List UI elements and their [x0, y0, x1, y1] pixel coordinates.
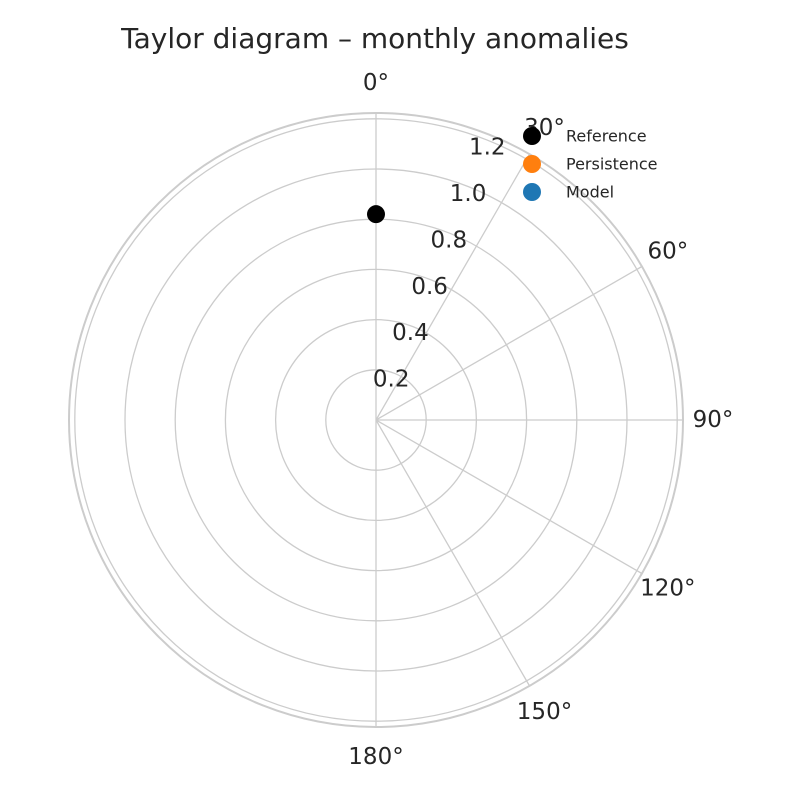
r-tick-label-3: 0.8 — [431, 227, 468, 253]
data-points — [367, 205, 385, 224]
r-tick-label-1: 0.4 — [392, 320, 429, 346]
chart-title: Taylor diagram – monthly anomalies — [121, 22, 629, 55]
theta-grid-line-30 — [375, 153, 531, 421]
theta-grid-line-120 — [375, 419, 643, 575]
theta-tick-label-150: 150° — [517, 699, 572, 725]
theta-tick-label-60: 60° — [647, 239, 688, 265]
theta-tick-label-0: 0° — [363, 70, 389, 96]
r-tick-label-0: 0.2 — [373, 367, 410, 393]
r-tick-label-2: 0.6 — [411, 274, 448, 300]
theta-tick-label-120: 120° — [640, 576, 695, 602]
axis-labels: 0°30°60°90°120°150°180°0.20.40.60.81.01.… — [348, 70, 733, 770]
legend: Reference Persistence Model — [523, 127, 658, 202]
polar-grid — [68, 112, 684, 728]
r-tick-label-5: 1.2 — [469, 135, 506, 161]
legend-marker-model — [523, 183, 541, 201]
legend-marker-persistence — [523, 155, 541, 173]
theta-tick-label-90: 90° — [693, 407, 734, 433]
point-reference-0 — [367, 205, 385, 224]
legend-label-reference: Reference — [566, 127, 647, 146]
theta-grid-line-150 — [375, 419, 531, 687]
theta-grid-line-60 — [375, 265, 643, 421]
legend-label-model: Model — [566, 183, 614, 202]
legend-marker-reference — [523, 127, 541, 145]
legend-label-persistence: Persistence — [566, 155, 658, 174]
r-tick-label-4: 1.0 — [450, 181, 487, 207]
theta-tick-label-180: 180° — [348, 744, 403, 770]
